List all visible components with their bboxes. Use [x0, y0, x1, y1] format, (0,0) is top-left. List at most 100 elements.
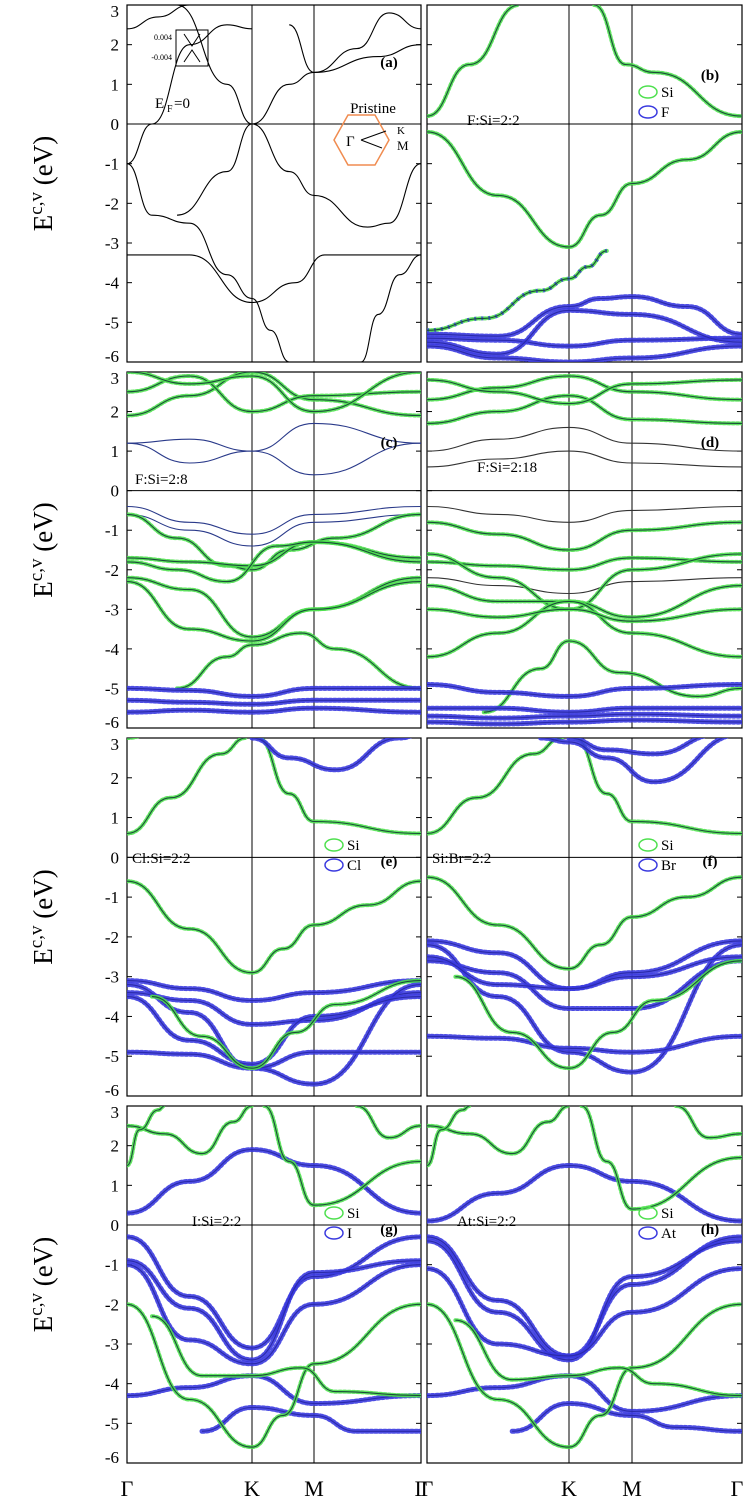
band-line: [427, 5, 520, 117]
y-tick-label: -2: [105, 561, 119, 580]
band-line: [427, 608, 742, 622]
band-line: [127, 1106, 165, 1167]
y-tick-label: 0: [111, 848, 120, 867]
band-line: [127, 880, 421, 974]
bands-group: [127, 738, 421, 1087]
band-line: [427, 738, 562, 835]
band-line: [427, 426, 742, 452]
band-line: [512, 1402, 742, 1432]
y-tick-label: -6: [105, 713, 119, 732]
panel-annotation: Cl:Si=2:2: [132, 851, 190, 867]
legend-label-si: Si: [347, 838, 360, 854]
panel-annotation: Pristine: [350, 101, 396, 117]
band-orbital-weight: [127, 575, 421, 640]
y-tick-label: -3: [105, 234, 119, 253]
band-line: [127, 581, 421, 642]
legend-marker-f: [638, 105, 658, 119]
band-orbital-weight: [249, 738, 413, 773]
brillouin-zone-hexagon: [333, 114, 390, 166]
band-line: [427, 345, 742, 362]
band-line: [356, 1106, 421, 1139]
band-line: [427, 337, 742, 347]
band-line: [427, 719, 742, 725]
band-line: [264, 1106, 421, 1206]
legend-label-br: Br: [661, 858, 676, 874]
band-orbital-weight: [427, 738, 564, 836]
band-line: [427, 683, 742, 697]
y-tick-label: 3: [111, 2, 120, 21]
panel-label: (f): [703, 854, 718, 870]
x-tick-label: M: [304, 1476, 324, 1501]
y-axis-label: Ec,v (eV): [26, 869, 58, 964]
y-tick-label: -4: [105, 274, 120, 293]
legend-marker-at: [638, 1226, 658, 1240]
band-line: [427, 131, 742, 248]
panel-f: (f) Si:Br=2:2 Si Br: [426, 737, 743, 1097]
band-line: [127, 1260, 421, 1361]
band-line: [127, 505, 421, 535]
band-line: [540, 738, 724, 783]
y-tick-label: 2: [111, 36, 120, 55]
band-line: [427, 250, 607, 331]
band-line: [127, 372, 421, 417]
band-line: [360, 254, 421, 362]
band-orbital-weight: [427, 343, 742, 362]
panel-label: (h): [701, 1222, 719, 1238]
legend-label-f: F: [661, 105, 669, 121]
panel-label: (d): [701, 435, 719, 451]
band-orbital-weight: [579, 1106, 742, 1212]
band-orbital-weight: [427, 520, 742, 553]
inset-box: [175, 29, 209, 67]
legend-marker-i: [324, 1226, 344, 1240]
band-line: [289, 12, 421, 73]
bands-group: [427, 1106, 742, 1450]
x-tick-label: Γ: [121, 1476, 134, 1501]
band-line: [127, 422, 421, 452]
bz-high-symmetry-path: [360, 130, 387, 149]
band-line: [427, 876, 742, 970]
band-line: [127, 738, 246, 835]
legend-marker-br: [638, 858, 658, 872]
y-tick-label: 0: [111, 115, 120, 134]
y-tick-label: 3: [111, 369, 120, 388]
y-tick-label: -2: [105, 928, 119, 947]
panel-c: 3 2 1 0 -1 -2 -3 -4 -5 -6 (c) F:Si=2:8: [105, 369, 422, 732]
y-tick-label: -4: [105, 640, 120, 659]
band-line: [176, 632, 421, 689]
band-line: [127, 699, 421, 705]
y-tick-label: 3: [111, 1103, 120, 1122]
band-line: [427, 960, 742, 1010]
panel-frame: [126, 371, 422, 729]
band-line: [455, 960, 742, 1069]
band-orbital-weight: [427, 1033, 742, 1055]
band-orbital-weight: [427, 393, 742, 426]
band-orbital-weight: [127, 1106, 167, 1168]
y-axis-label: Ec,v (eV): [26, 1237, 58, 1332]
panel-b: (b) F:Si=2:2 Si F: [426, 4, 743, 363]
band-orbital-weight: [427, 1238, 742, 1363]
band-orbital-weight: [127, 1373, 421, 1407]
band-line: [176, 44, 421, 216]
band-line: [427, 713, 742, 719]
panel-annotation: I:Si=2:2: [192, 1214, 241, 1230]
bands-group: [427, 738, 742, 1075]
y-tick-label: 1: [111, 1176, 120, 1195]
legend-marker-cl: [324, 858, 344, 872]
fermi-energy-label: E: [155, 96, 164, 112]
band-line: [201, 1406, 421, 1432]
legend-marker-si: [324, 838, 344, 852]
legend-marker-si: [638, 838, 658, 852]
band-line: [427, 450, 742, 468]
y-tick-label: -6: [105, 347, 119, 366]
band-line: [427, 521, 742, 551]
y-tick-label: -1: [105, 521, 119, 540]
bz-k-label: K: [397, 125, 405, 137]
band-line: [427, 1106, 470, 1167]
band-line: [427, 956, 742, 990]
band-line: [127, 996, 421, 1065]
legend-marker-si: [638, 1206, 658, 1220]
band-line: [127, 707, 421, 713]
inset-tick-bottom: -0.004: [151, 53, 172, 62]
panel-frame: [126, 737, 422, 1097]
bz-gamma-label: Γ: [346, 134, 355, 150]
